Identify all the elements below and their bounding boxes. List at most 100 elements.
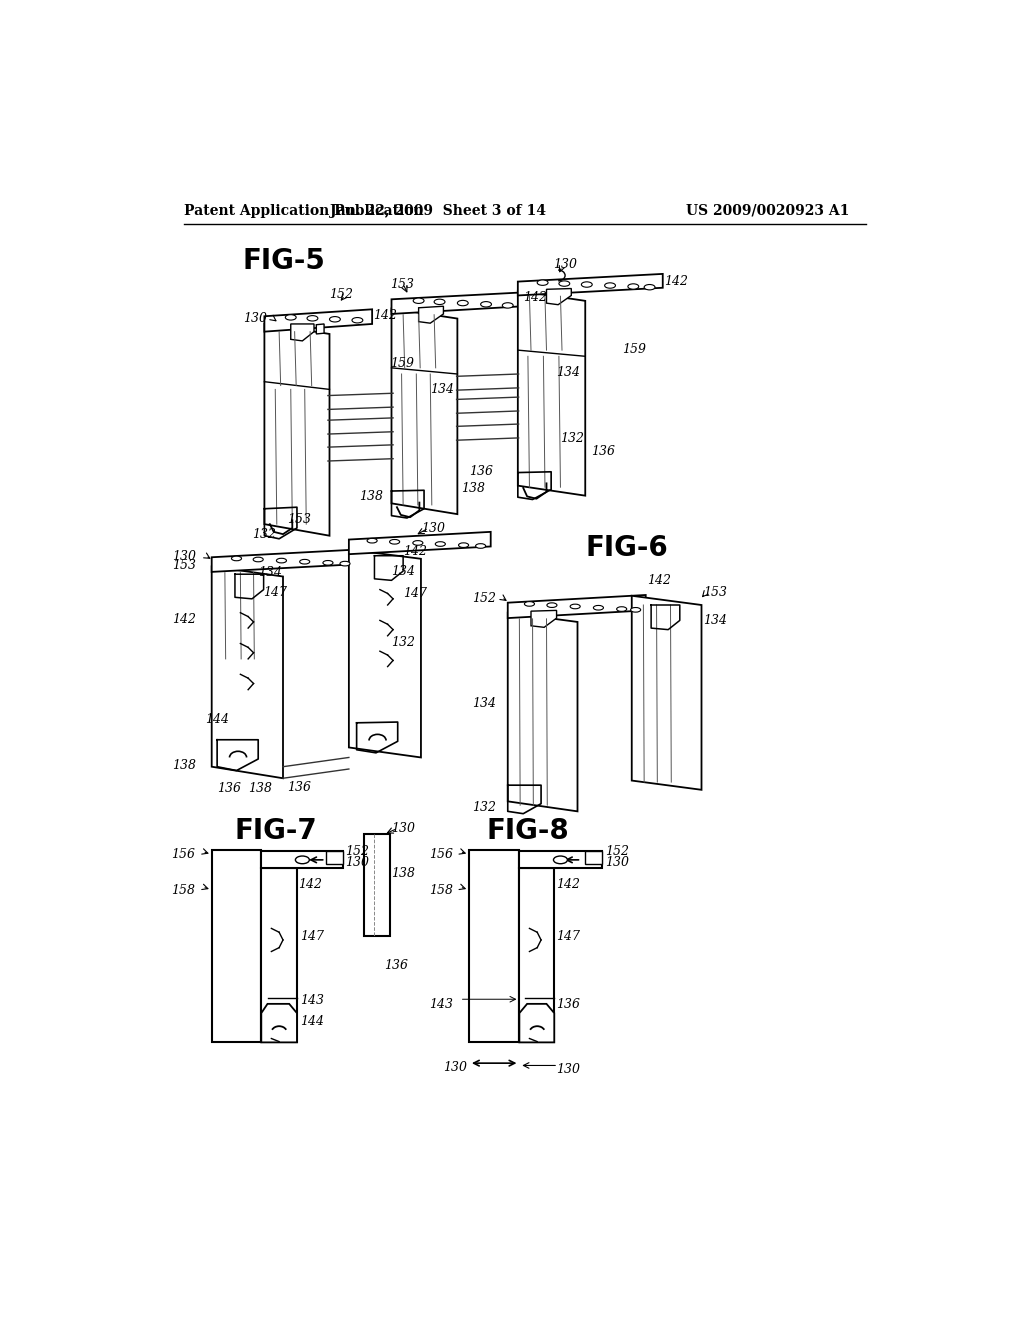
Text: 130: 130 <box>172 549 197 562</box>
Text: 158: 158 <box>171 884 196 896</box>
Text: 138: 138 <box>359 490 383 503</box>
Ellipse shape <box>307 315 317 321</box>
Text: 130: 130 <box>391 822 416 836</box>
Text: 153: 153 <box>703 586 727 599</box>
Text: 153: 153 <box>287 512 311 525</box>
Ellipse shape <box>559 281 569 286</box>
Polygon shape <box>508 612 578 812</box>
Text: 130: 130 <box>243 313 266 326</box>
Text: 136: 136 <box>287 780 311 793</box>
Text: US 2009/0020923 A1: US 2009/0020923 A1 <box>686 203 849 218</box>
Ellipse shape <box>593 606 603 610</box>
Text: Patent Application Publication: Patent Application Publication <box>183 203 424 218</box>
Ellipse shape <box>616 607 627 611</box>
Polygon shape <box>261 851 343 869</box>
Text: 142: 142 <box>523 290 547 304</box>
Text: 142: 142 <box>665 276 688 289</box>
Ellipse shape <box>414 298 424 304</box>
Text: 134: 134 <box>472 697 496 710</box>
Text: 132: 132 <box>560 432 585 445</box>
Polygon shape <box>391 293 523 314</box>
Text: 142: 142 <box>373 309 397 322</box>
Polygon shape <box>212 549 356 572</box>
Ellipse shape <box>340 561 350 566</box>
Ellipse shape <box>554 855 567 863</box>
Ellipse shape <box>503 302 513 308</box>
Text: 144: 144 <box>206 713 229 726</box>
Text: 153: 153 <box>390 277 414 290</box>
Polygon shape <box>291 323 314 341</box>
Text: 136: 136 <box>384 960 408 973</box>
Ellipse shape <box>547 603 557 607</box>
Polygon shape <box>519 869 554 1043</box>
Text: Jan. 22, 2009  Sheet 3 of 14: Jan. 22, 2009 Sheet 3 of 14 <box>330 203 546 218</box>
Text: 130: 130 <box>553 259 577 272</box>
Ellipse shape <box>276 558 287 562</box>
Text: 152: 152 <box>330 288 353 301</box>
Text: 147: 147 <box>403 586 427 599</box>
Polygon shape <box>632 595 701 789</box>
Ellipse shape <box>323 561 333 565</box>
Polygon shape <box>508 595 646 618</box>
Ellipse shape <box>604 282 615 288</box>
Polygon shape <box>531 610 557 627</box>
Text: 156: 156 <box>429 847 454 861</box>
Polygon shape <box>212 850 261 1043</box>
Polygon shape <box>518 275 663 296</box>
Ellipse shape <box>367 539 377 543</box>
Text: 130: 130 <box>345 855 369 869</box>
Polygon shape <box>365 834 390 936</box>
Text: 159: 159 <box>390 358 414 370</box>
Text: 158: 158 <box>429 884 454 896</box>
Polygon shape <box>419 306 443 323</box>
Text: 130: 130 <box>443 1061 467 1074</box>
Text: 130: 130 <box>557 1063 581 1076</box>
Text: 138: 138 <box>391 867 416 880</box>
Ellipse shape <box>582 282 592 288</box>
Polygon shape <box>264 323 330 536</box>
Ellipse shape <box>475 544 485 548</box>
Text: 132: 132 <box>391 636 416 649</box>
Text: 134: 134 <box>430 383 455 396</box>
Text: 136: 136 <box>217 781 241 795</box>
Text: 159: 159 <box>623 343 646 356</box>
Polygon shape <box>586 851 602 863</box>
Text: 152: 152 <box>345 845 369 858</box>
Text: 147: 147 <box>557 929 581 942</box>
Text: 147: 147 <box>263 586 288 599</box>
Ellipse shape <box>231 556 242 561</box>
Ellipse shape <box>570 605 581 609</box>
Text: 142: 142 <box>172 612 197 626</box>
Text: 136: 136 <box>469 465 493 478</box>
Ellipse shape <box>631 607 641 612</box>
Ellipse shape <box>300 560 309 564</box>
Ellipse shape <box>389 540 399 544</box>
Text: FIG-8: FIG-8 <box>486 817 568 845</box>
Text: 134: 134 <box>258 566 283 579</box>
Text: 156: 156 <box>171 847 196 861</box>
Text: 130: 130 <box>604 855 629 869</box>
Polygon shape <box>519 851 602 869</box>
Ellipse shape <box>644 285 655 290</box>
Ellipse shape <box>459 543 469 548</box>
Ellipse shape <box>352 318 362 323</box>
Text: 138: 138 <box>248 781 272 795</box>
Text: 134: 134 <box>703 614 727 627</box>
Text: 152: 152 <box>472 591 496 605</box>
Polygon shape <box>261 869 297 1043</box>
Ellipse shape <box>435 541 445 546</box>
Polygon shape <box>547 289 571 305</box>
Ellipse shape <box>538 280 548 285</box>
Polygon shape <box>519 1003 554 1043</box>
Text: 130: 130 <box>421 521 445 535</box>
Ellipse shape <box>458 301 468 306</box>
Ellipse shape <box>286 314 296 319</box>
Text: 142: 142 <box>299 878 323 891</box>
Text: 136: 136 <box>592 445 615 458</box>
Text: 152: 152 <box>604 845 629 858</box>
Polygon shape <box>349 549 421 758</box>
Text: 132: 132 <box>472 801 496 814</box>
Text: 142: 142 <box>557 878 581 891</box>
Text: 132: 132 <box>252 528 276 541</box>
Polygon shape <box>261 1003 297 1043</box>
